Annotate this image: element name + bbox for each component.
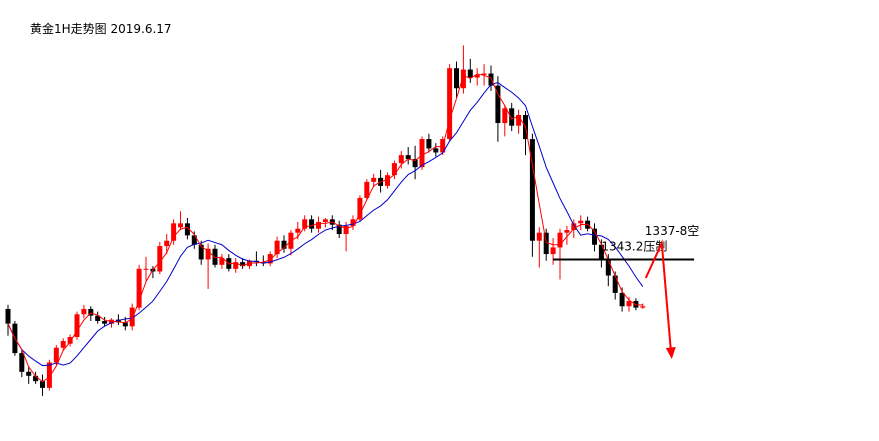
- candle-body: [191, 235, 197, 245]
- candle-body: [219, 258, 225, 265]
- candle-body: [102, 320, 108, 324]
- candle-body: [309, 219, 315, 229]
- candle-body: [295, 228, 301, 233]
- candle-body: [578, 220, 584, 224]
- candle-body: [164, 240, 170, 247]
- candle-body: [302, 219, 308, 229]
- candle-body: [502, 108, 508, 124]
- candle-body: [592, 228, 597, 245]
- candle-body: [495, 85, 501, 124]
- candle-body: [5, 308, 11, 324]
- candle-body: [198, 244, 204, 260]
- candle-body: [467, 69, 473, 78]
- candle-body: [385, 175, 390, 186]
- candle-body: [274, 240, 280, 255]
- candle-body: [240, 262, 246, 267]
- candle-body: [184, 223, 190, 236]
- candle-body: [605, 259, 611, 276]
- candle-body: [350, 219, 356, 227]
- forecast-arrow: [644, 239, 672, 351]
- candle-body: [95, 315, 101, 321]
- candle-body: [433, 148, 439, 153]
- candle-body: [398, 155, 404, 164]
- candle-body: [53, 347, 59, 363]
- candle-body: [419, 139, 425, 168]
- candle-body: [564, 230, 570, 233]
- candle-body: [316, 222, 321, 229]
- candle-body: [626, 300, 632, 307]
- candle-body: [509, 108, 515, 126]
- candle-body: [40, 381, 45, 388]
- candle-body: [633, 300, 639, 308]
- candle-body: [619, 292, 625, 307]
- candle-body: [550, 247, 556, 255]
- candle-body: [516, 115, 522, 126]
- candle-body: [19, 353, 25, 372]
- candle-body: [364, 181, 370, 198]
- candle-body: [571, 223, 577, 231]
- candle-body: [26, 371, 32, 376]
- candle-body: [426, 139, 432, 149]
- candle-body: [405, 155, 411, 160]
- forecast-arrowhead: [665, 347, 676, 359]
- candle-body: [88, 308, 94, 316]
- candle-body: [281, 240, 287, 249]
- candle-body: [33, 375, 39, 382]
- candle-body: [536, 232, 542, 241]
- candle-body: [543, 232, 549, 255]
- candle-body: [412, 159, 418, 168]
- chart-title: 黄金1H走势图 2019.6.17: [30, 21, 172, 36]
- candle-body: [212, 248, 218, 265]
- candle-body: [157, 246, 163, 272]
- candle-body: [488, 73, 494, 86]
- candle-body: [233, 262, 239, 269]
- ma-fast-line: [7, 73, 643, 383]
- candle-body: [178, 223, 183, 228]
- candle-body: [336, 224, 342, 235]
- candle-body: [474, 74, 480, 78]
- candle-body: [454, 68, 459, 89]
- resistance-label: 1343.2压制: [601, 239, 667, 253]
- candle-body: [122, 322, 128, 327]
- candle-body: [205, 248, 211, 260]
- candle-body: [171, 223, 177, 241]
- candle-body: [371, 177, 377, 182]
- candle-body: [143, 268, 149, 270]
- candle-body: [447, 68, 453, 140]
- candle-body: [67, 337, 73, 344]
- candle-body: [46, 362, 52, 388]
- candle-body: [640, 306, 646, 308]
- short-entry-label: 1337-8空: [645, 224, 700, 238]
- candle-body: [115, 319, 121, 323]
- candle-body: [460, 69, 466, 89]
- candle-body: [60, 341, 66, 348]
- candle-body: [322, 219, 328, 222]
- candle-body: [81, 308, 87, 315]
- candle-body: [529, 139, 535, 241]
- candle-body: [391, 163, 397, 176]
- candle-body: [129, 307, 135, 327]
- candle-body: [598, 244, 604, 260]
- candle-body: [136, 268, 142, 308]
- candle-body: [357, 197, 363, 220]
- candle-body: [557, 232, 563, 248]
- candle-body: [481, 73, 487, 75]
- candle-body: [343, 226, 349, 235]
- candle-body: [267, 254, 273, 264]
- candle-body: [612, 275, 618, 293]
- candles-group: [5, 45, 646, 396]
- candle-body: [74, 314, 80, 338]
